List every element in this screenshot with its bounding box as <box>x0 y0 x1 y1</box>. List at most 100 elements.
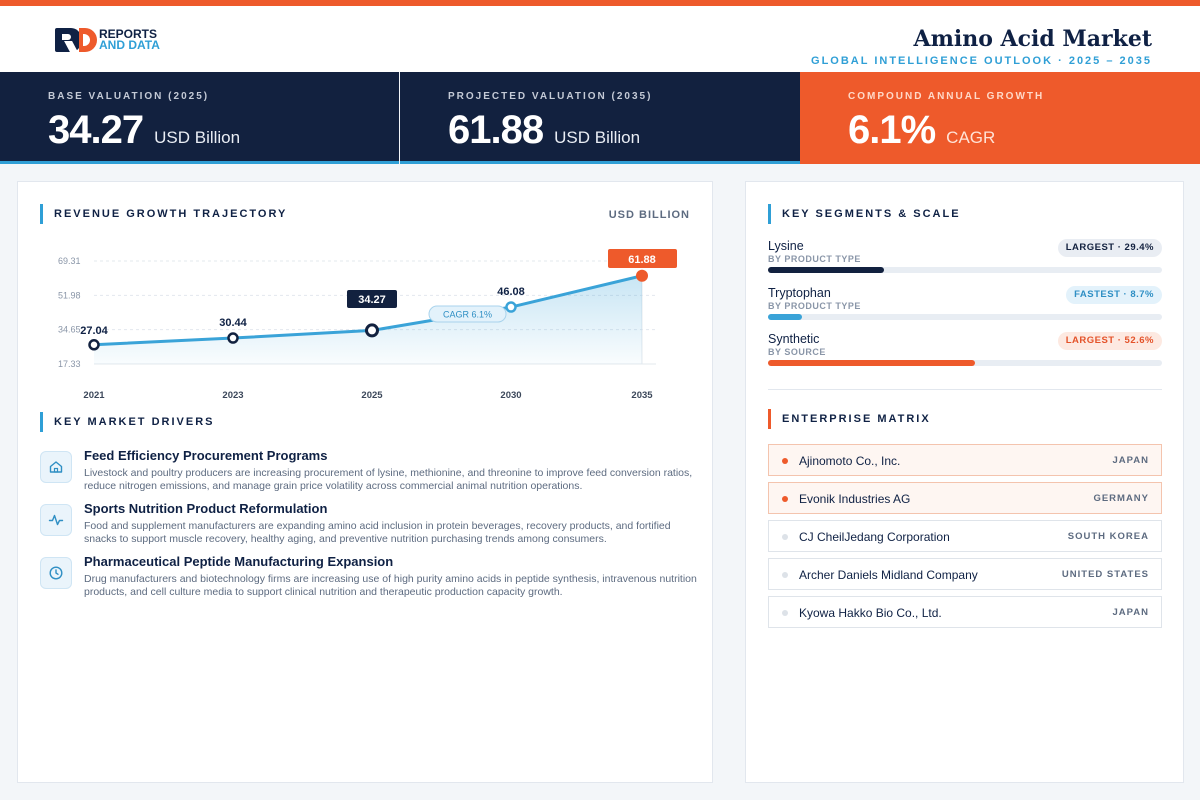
y-tick-label: 69.31 <box>58 256 81 266</box>
enterprise-row[interactable]: CJ CheilJedang Corporation SOUTH KOREA <box>768 520 1162 552</box>
data-label: 46.08 <box>497 286 525 298</box>
cagr-annotation-pill <box>428 305 507 323</box>
drivers-heading: KEY MARKET DRIVERS <box>40 412 214 432</box>
kpi-label: PROJECTED VALUATION (2035) <box>448 91 653 102</box>
x-tick-label: 2023 <box>222 390 243 401</box>
data-label: 30.44 <box>219 317 247 329</box>
logo-line-2: AND DATA <box>99 38 160 52</box>
kpi-unit: CAGR <box>946 128 996 147</box>
logo-mark <box>55 28 97 52</box>
enterprise-row[interactable]: Archer Daniels Midland Company UNITED ST… <box>768 558 1162 590</box>
data-label: 34.27 <box>358 294 386 306</box>
kpi-unit: USD Billion <box>154 128 241 147</box>
segments-card: KEY SEGMENTS & SCALE Lysine BY PRODUCT T… <box>745 181 1184 783</box>
enterprise-heading: ENTERPRISE MATRIX <box>768 409 931 429</box>
segment-badge: LARGEST · 52.6% <box>1057 332 1162 350</box>
driver-title: Sports Nutrition Product Reformulation <box>84 501 328 516</box>
data-label: 61.88 <box>628 254 656 266</box>
trajectory-card: REVENUE GROWTH TRAJECTORY USD BILLION 69… <box>17 181 713 783</box>
kpi-projected-valuation: PROJECTED VALUATION (2035) 61.88 USD Bil… <box>400 72 800 164</box>
status-dot <box>782 610 788 616</box>
brand-logo[interactable]: REPORTS AND DATA <box>55 28 160 52</box>
y-tick-label: 51.98 <box>58 290 81 300</box>
company-name: Ajinomoto Co., Inc. <box>799 454 901 468</box>
header: REPORTS AND DATA Amino Acid Market GLOBA… <box>0 6 1200 72</box>
segment-track <box>768 314 1162 320</box>
kpi-base-valuation: BASE VALUATION (2025) 34.27 USD Billion <box>0 72 399 164</box>
data-point <box>505 301 517 313</box>
segment-name: Synthetic <box>768 332 820 346</box>
enterprise-row[interactable]: Evonik Industries AG GERMANY <box>768 482 1162 514</box>
logo-line-1: REPORTS <box>99 27 158 41</box>
driver-item: Feed Efficiency Procurement Programs Liv… <box>40 448 700 501</box>
driver-description: Food and supplement manufacturers are ex… <box>84 520 671 545</box>
area-fill <box>94 275 642 364</box>
kpi-label: BASE VALUATION (2025) <box>48 91 210 102</box>
data-point <box>88 339 100 351</box>
company-country: SOUTH KOREA <box>1067 531 1149 542</box>
trajectory-heading: REVENUE GROWTH TRAJECTORY <box>40 204 287 224</box>
company-name: Evonik Industries AG <box>799 492 911 506</box>
company-name: Kyowa Hakko Bio Co., Ltd. <box>799 606 942 620</box>
page-title: Amino Acid Market <box>913 26 1153 52</box>
x-tick-label: 2021 <box>83 390 105 401</box>
status-dot <box>782 534 788 540</box>
company-country: JAPAN <box>1112 455 1149 466</box>
data-label-box <box>347 290 397 308</box>
driver-title: Pharmaceutical Peptide Manufacturing Exp… <box>84 554 394 569</box>
segment-share-bar <box>768 360 976 366</box>
status-dot <box>782 496 788 502</box>
y-tick-label: 17.33 <box>58 359 81 369</box>
driver-item: Pharmaceutical Peptide Manufacturing Exp… <box>40 554 700 607</box>
home-icon <box>40 451 72 483</box>
section-divider <box>768 389 1162 390</box>
segment-track <box>768 267 1162 273</box>
segment-name: Lysine <box>768 239 804 253</box>
driver-description: Drug manufacturers and biotechnology fir… <box>84 573 697 598</box>
data-point <box>636 269 648 282</box>
clock-icon <box>40 557 72 589</box>
segment-track <box>768 360 1162 366</box>
company-country: GERMANY <box>1093 493 1149 504</box>
kpi-unit: USD Billion <box>554 128 641 147</box>
enterprise-row[interactable]: Ajinomoto Co., Inc. JAPAN <box>768 444 1162 476</box>
page-subtitle: GLOBAL INTELLIGENCE OUTLOOK · 2025 – 203… <box>811 55 1152 67</box>
status-dot <box>782 572 788 578</box>
data-point <box>365 323 379 338</box>
activity-icon <box>40 504 72 536</box>
segments-heading: KEY SEGMENTS & SCALE <box>768 204 961 224</box>
driver-item: Sports Nutrition Product Reformulation F… <box>40 501 700 554</box>
status-dot <box>782 458 788 464</box>
company-name: Archer Daniels Midland Company <box>799 568 978 582</box>
enterprise-title: ENTERPRISE MATRIX <box>782 413 931 425</box>
segment-share-bar <box>768 267 884 273</box>
company-country: JAPAN <box>1112 607 1149 618</box>
segment-share-bar <box>768 314 803 320</box>
revenue-chart: 69.31 51.98 34.65 17.33 CAGR 6.1% 27.04 30.4… <box>58 249 677 401</box>
segment-category: BY PRODUCT TYPE <box>768 254 861 264</box>
data-point <box>227 332 239 344</box>
segment-badge: FASTEST · 8.7% <box>1066 286 1162 304</box>
segment-name: Tryptophan <box>768 286 831 300</box>
driver-title: Feed Efficiency Procurement Programs <box>84 448 328 463</box>
segment-badge: LARGEST · 29.4% <box>1057 239 1162 257</box>
trajectory-title: REVENUE GROWTH TRAJECTORY <box>54 208 288 220</box>
kpi-cagr: COMPOUND ANNUAL GROWTH 6.1% CAGR <box>800 72 1200 164</box>
x-tick-label: 2025 <box>361 390 383 401</box>
drivers-list: Feed Efficiency Procurement Programs Liv… <box>40 448 700 607</box>
kpi-value: 6.1% <box>848 108 936 152</box>
driver-description: Livestock and poultry producers are incr… <box>84 467 693 492</box>
company-name: CJ CheilJedang Corporation <box>799 530 950 544</box>
segment-category: BY PRODUCT TYPE <box>768 301 861 311</box>
kpi-value: 61.88 <box>448 108 544 152</box>
data-label: 27.04 <box>80 325 108 337</box>
x-tick-label: 2035 <box>631 390 653 401</box>
top-accent-bar <box>0 0 1200 6</box>
enterprise-row[interactable]: Kyowa Hakko Bio Co., Ltd. JAPAN <box>768 596 1162 628</box>
drivers-title: KEY MARKET DRIVERS <box>54 416 215 428</box>
y-tick-label: 34.65 <box>58 325 81 335</box>
segment-category: BY SOURCE <box>768 347 826 357</box>
unit-label: USD BILLION <box>608 209 690 221</box>
segments-title: KEY SEGMENTS & SCALE <box>782 208 961 220</box>
company-country: UNITED STATES <box>1061 569 1149 580</box>
